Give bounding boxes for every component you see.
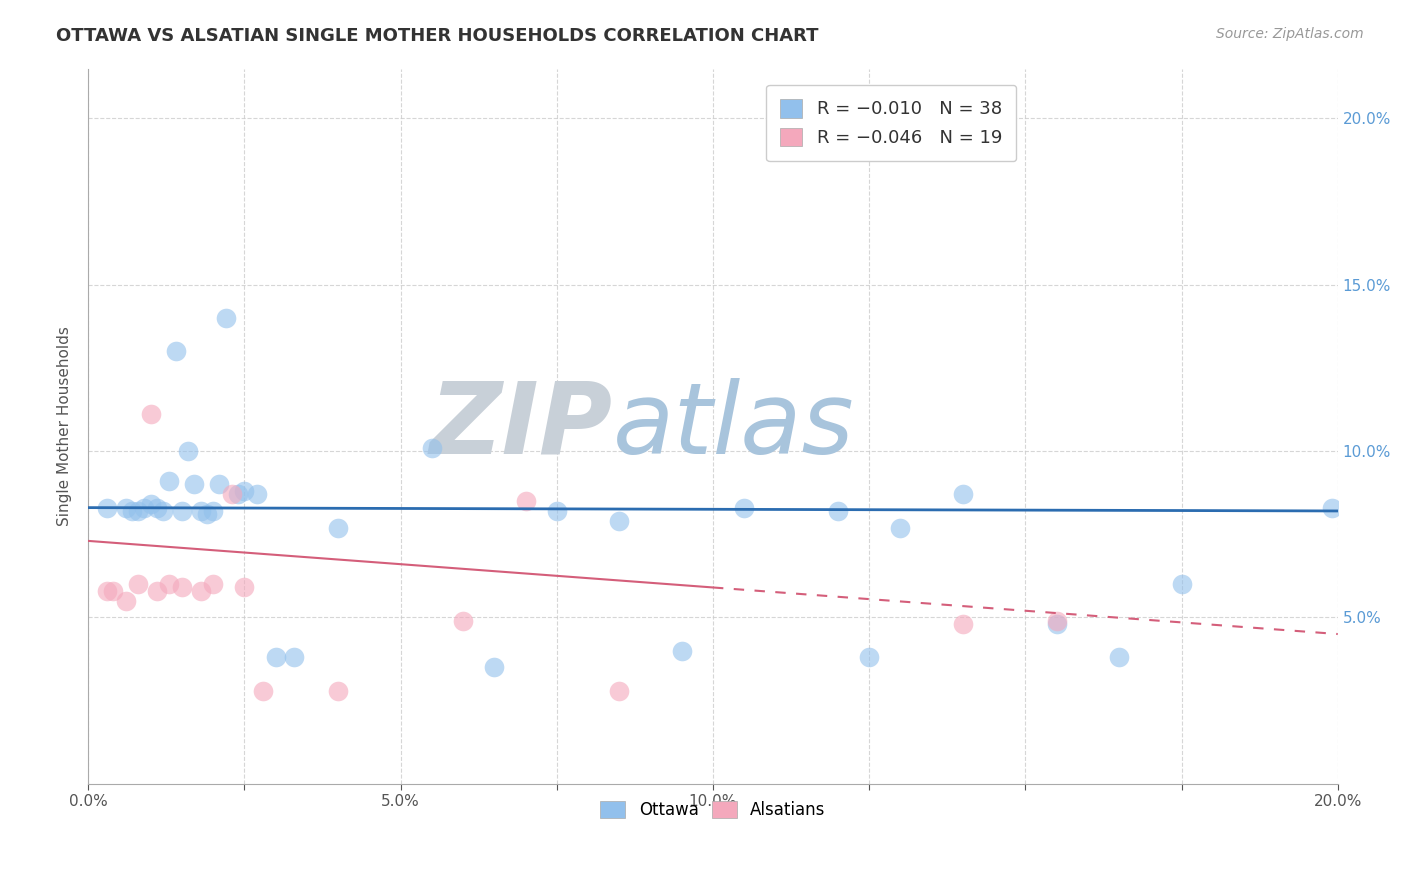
Point bbox=[221, 487, 243, 501]
Point bbox=[114, 594, 136, 608]
Point bbox=[1320, 500, 1343, 515]
Point bbox=[1108, 650, 1130, 665]
Point bbox=[233, 581, 256, 595]
Point bbox=[114, 500, 136, 515]
Point bbox=[214, 311, 236, 326]
Text: OTTAWA VS ALSATIAN SINGLE MOTHER HOUSEHOLDS CORRELATION CHART: OTTAWA VS ALSATIAN SINGLE MOTHER HOUSEHO… bbox=[56, 27, 818, 45]
Point bbox=[165, 344, 187, 359]
Point bbox=[190, 583, 212, 598]
Point bbox=[157, 577, 180, 591]
Point bbox=[226, 487, 249, 501]
Point bbox=[420, 441, 443, 455]
Point bbox=[134, 500, 156, 515]
Point bbox=[264, 650, 287, 665]
Point bbox=[152, 504, 174, 518]
Point bbox=[283, 650, 305, 665]
Point bbox=[121, 504, 143, 518]
Point bbox=[1045, 617, 1067, 632]
Point bbox=[183, 477, 205, 491]
Point bbox=[195, 508, 218, 522]
Point bbox=[252, 683, 274, 698]
Point bbox=[858, 650, 880, 665]
Point bbox=[671, 643, 693, 657]
Point bbox=[146, 500, 169, 515]
Point bbox=[96, 583, 118, 598]
Point bbox=[233, 483, 256, 498]
Point bbox=[146, 583, 169, 598]
Point bbox=[202, 577, 225, 591]
Point bbox=[546, 504, 568, 518]
Point bbox=[484, 660, 506, 674]
Point bbox=[451, 614, 474, 628]
Legend: Ottawa, Alsatians: Ottawa, Alsatians bbox=[593, 794, 832, 825]
Point bbox=[177, 444, 200, 458]
Point bbox=[139, 497, 162, 511]
Point bbox=[1170, 577, 1192, 591]
Point bbox=[246, 487, 269, 501]
Point bbox=[515, 494, 537, 508]
Point bbox=[952, 617, 974, 632]
Point bbox=[208, 477, 231, 491]
Point bbox=[889, 520, 911, 534]
Point bbox=[607, 514, 630, 528]
Point bbox=[607, 683, 630, 698]
Point bbox=[139, 408, 162, 422]
Point bbox=[127, 577, 149, 591]
Point bbox=[96, 500, 118, 515]
Point bbox=[733, 500, 755, 515]
Text: atlas: atlas bbox=[613, 377, 855, 475]
Point bbox=[326, 520, 349, 534]
Point bbox=[326, 683, 349, 698]
Text: ZIP: ZIP bbox=[430, 377, 613, 475]
Point bbox=[827, 504, 849, 518]
Y-axis label: Single Mother Households: Single Mother Households bbox=[58, 326, 72, 526]
Point bbox=[127, 504, 149, 518]
Point bbox=[170, 504, 193, 518]
Point bbox=[952, 487, 974, 501]
Point bbox=[101, 583, 124, 598]
Text: Source: ZipAtlas.com: Source: ZipAtlas.com bbox=[1216, 27, 1364, 41]
Point bbox=[170, 581, 193, 595]
Point bbox=[157, 474, 180, 488]
Point bbox=[190, 504, 212, 518]
Point bbox=[1045, 614, 1067, 628]
Point bbox=[202, 504, 225, 518]
